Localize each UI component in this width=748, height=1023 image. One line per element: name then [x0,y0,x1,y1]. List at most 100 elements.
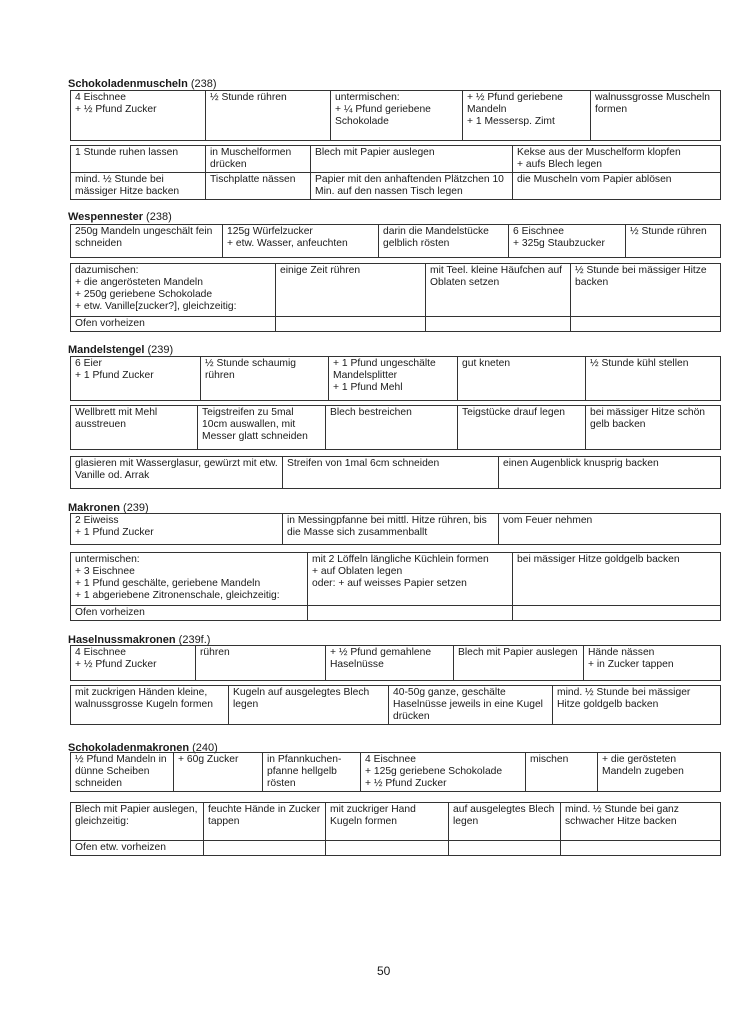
step-cell: Ofen vorheizen [70,316,276,332]
step-cell: Kugeln auf ausgelegtes Blech legen [228,685,389,725]
recipe-title: Wespennester (238) [68,211,172,223]
step-cell: ½ Stunde schaumig rühren [200,356,329,401]
table-row: Ofen etw. vorheizen [70,840,721,856]
step-cell: vom Feuer nehmen [498,513,721,545]
table-row: dazumischen: + die angerösteten Mandeln … [70,263,721,317]
step-cell: 4 Eischnee + ½ Pfund Zucker [70,645,196,681]
step-cell [570,316,721,332]
step-cell: darin die Mandelstücke gelblich rösten [378,224,509,258]
step-cell: Hände nässen + in Zucker tappen [583,645,721,681]
step-cell: 1 Stunde ruhen lassen [70,145,206,173]
step-cell [512,605,721,621]
step-cell: einige Zeit rühren [275,263,426,317]
step-cell: feuchte Hände in Zucker tappen [203,802,326,841]
recipe-name: Haselnussmakronen [68,634,176,646]
recipe-step-table: Wellbrett mit Mehl ausstreuen Teigstreife… [70,405,721,450]
recipe-name: Mandelstengel [68,344,145,356]
recipe-name: Wespennester [68,211,143,223]
step-cell [275,316,426,332]
step-cell: mischen [525,752,598,792]
step-cell [448,840,561,856]
table-row: 2 Eiweiss + 1 Pfund Zucker in Messingpfan… [70,513,721,545]
step-cell: Blech mit Papier auslegen [310,145,513,173]
step-cell [307,605,513,621]
step-cell: Teigstreifen zu 5mal 10cm auswallen, mit… [197,405,326,450]
step-cell: + die gerösteten Mandeln zugeben [597,752,721,792]
table-row: Ofen vorheizen [70,605,721,621]
table-row: ½ Pfund Mandeln in dünne Scheiben schnei… [70,752,721,792]
step-cell: mit 2 Löffeln längliche Küchlein formen … [307,552,513,606]
step-cell: mind. ½ Stunde bei mässiger Hitze goldge… [552,685,721,725]
step-cell: in Messingpfanne bei mittl. Hitze rühren… [282,513,499,545]
recipe-name: Makronen [68,502,120,514]
step-cell: Streifen von 1mal 6cm schneiden [282,456,499,489]
recipe-name: Schokoladenmakronen [68,742,190,754]
recipe-title: Haselnussmakronen (239f.) [68,634,210,646]
step-cell: untermischen: + ¼ Pfund geriebene Schoko… [330,90,463,141]
step-cell: gut kneten [457,356,586,401]
table-row: untermischen: + 3 Eischnee + 1 Pfund ges… [70,552,721,606]
step-cell: mit Teel. kleine Häufchen auf Oblaten se… [425,263,571,317]
recipe-step-table: 1 Stunde ruhen lassen in Muschelformen dr… [70,145,721,200]
recipe-step-table: untermischen: + 3 Eischnee + 1 Pfund ges… [70,552,721,621]
step-cell: Ofen etw. vorheizen [70,840,204,856]
step-cell: 4 Eischnee + ½ Pfund Zucker [70,90,206,141]
table-row: 250g Mandeln ungeschält fein schneiden 12… [70,224,721,258]
recipe-name: Schokoladenmuscheln [68,78,188,90]
step-cell [425,316,571,332]
step-cell: untermischen: + 3 Eischnee + 1 Pfund ges… [70,552,308,606]
recipe-title: Mandelstengel (239) [68,344,173,356]
step-cell: Ofen vorheizen [70,605,308,621]
step-cell: walnussgrosse Muscheln formen [590,90,721,141]
step-cell: + ½ Pfund gemahlene Haselnüsse [325,645,454,681]
recipe-page-ref: (239f.) [175,634,211,646]
recipe-step-table: 4 Eischnee + ½ Pfund Zucker rühren + ½ Pfu… [70,645,721,681]
step-cell: Blech bestreichen [325,405,458,450]
table-row: mind. ½ Stunde bei mässiger Hitze backen… [70,172,721,200]
step-cell: ½ Stunde rühren [625,224,721,258]
recipe-title: Makronen (239) [68,502,149,514]
step-cell: 125g Würfelzucker + etw. Wasser, anfeuch… [222,224,379,258]
page-number: 50 [377,964,391,978]
step-cell: in Pfannkuchen-pfanne hellgelb rösten [262,752,361,792]
table-row: Wellbrett mit Mehl ausstreuen Teigstreife… [70,405,721,450]
recipe-step-table: ½ Pfund Mandeln in dünne Scheiben schnei… [70,752,721,792]
table-row: 4 Eischnee + ½ Pfund Zucker rühren + ½ Pfu… [70,645,721,681]
recipe-page-ref: (239) [119,502,149,514]
step-cell: auf ausgelegtes Blech legen [448,802,561,841]
table-row: 6 Eier + 1 Pfund Zucker ½ Stunde schaumig… [70,356,721,401]
recipe-page-ref: (239) [144,344,174,356]
step-cell: 2 Eiweiss + 1 Pfund Zucker [70,513,283,545]
recipe-step-table: 2 Eiweiss + 1 Pfund Zucker in Messingpfan… [70,513,721,545]
step-cell: Blech mit Papier auslegen [453,645,584,681]
recipe-step-table: 4 Eischnee + ½ Pfund Zucker ½ Stunde rühr… [70,90,721,141]
recipe-step-table: glasieren mit Wasserglasur, gewürzt mit … [70,456,721,489]
step-cell: mind. ½ Stunde bei ganz schwacher Hitze … [560,802,721,841]
step-cell: + 60g Zucker [173,752,263,792]
table-row: mit zuckrigen Händen kleine, walnussgros… [70,685,721,725]
step-cell: ½ Pfund Mandeln in dünne Scheiben schnei… [70,752,174,792]
step-cell: mit zuckriger Hand Kugeln formen [325,802,449,841]
recipe-page-ref: (238) [143,211,172,223]
step-cell: dazumischen: + die angerösteten Mandeln … [70,263,276,317]
step-cell: rühren [195,645,326,681]
step-cell: glasieren mit Wasserglasur, gewürzt mit … [70,456,283,489]
step-cell: Blech mit Papier auslegen, gleichzeitig: [70,802,204,841]
table-row: glasieren mit Wasserglasur, gewürzt mit … [70,456,721,489]
step-cell: 6 Eier + 1 Pfund Zucker [70,356,201,401]
recipe-step-table: 6 Eier + 1 Pfund Zucker ½ Stunde schaumig… [70,356,721,401]
table-row: 4 Eischnee + ½ Pfund Zucker ½ Stunde rühr… [70,90,721,141]
step-cell: Kekse aus der Muschelform klopfen + aufs… [512,145,721,173]
recipe-title: Schokoladenmakronen (240) [68,742,218,754]
step-cell: ½ Stunde kühl stellen [585,356,721,401]
step-cell [203,840,326,856]
step-cell [325,840,449,856]
step-cell [560,840,721,856]
table-row: Ofen vorheizen [70,316,721,332]
recipe-page-ref: (238) [187,78,217,90]
step-cell: + 1 Pfund ungeschälte Mandelsplitter + 1… [328,356,458,401]
recipe-step-table: 250g Mandeln ungeschält fein schneiden 12… [70,224,721,258]
step-cell: mind. ½ Stunde bei mässiger Hitze backen [70,172,206,200]
step-cell: mit zuckrigen Händen kleine, walnussgros… [70,685,229,725]
step-cell: ½ Stunde rühren [205,90,331,141]
